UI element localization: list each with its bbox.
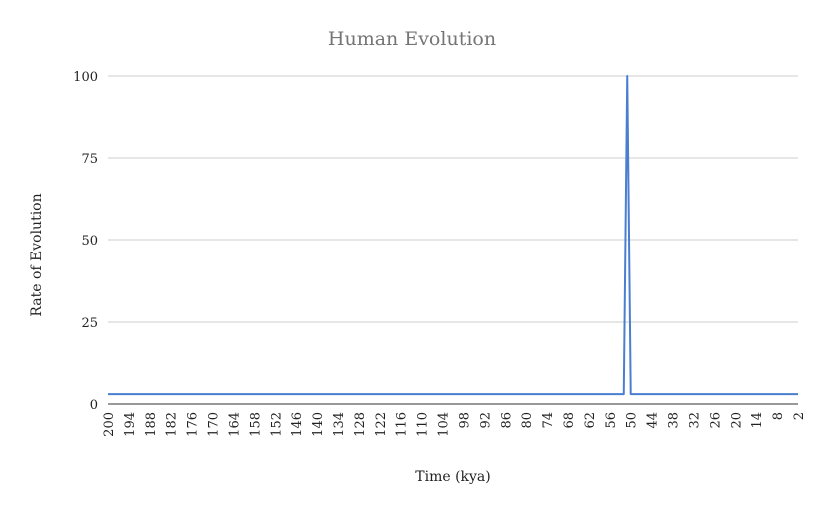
y-tick-label: 0: [90, 398, 98, 413]
x-tick-label: 92: [478, 412, 493, 429]
x-tick-label: 176: [186, 412, 201, 437]
x-tick-label: 74: [541, 412, 556, 429]
x-tick-label: 200: [102, 412, 117, 437]
gridlines: [108, 75, 798, 405]
x-tick-label: 68: [562, 412, 577, 429]
x-tick-label: 116: [395, 412, 410, 437]
x-tick-label: 26: [708, 412, 723, 429]
x-tick-label: 50: [625, 412, 640, 429]
x-tick-label: 146: [290, 412, 305, 437]
x-axis-ticks: 200 194 188 182 176 170 164 158 152 146 140 134 128 1…: [102, 412, 807, 437]
x-tick-label: 56: [604, 412, 619, 429]
y-axis-title: Rate of Evolution: [29, 193, 45, 316]
series-layer: [108, 75, 798, 396]
x-tick-label: 158: [248, 412, 263, 437]
y-tick-label: 50: [81, 234, 98, 249]
x-tick-label: 170: [207, 412, 222, 437]
x-tick-label: 86: [499, 412, 514, 429]
series-line: [108, 75, 798, 396]
x-tick-label: 38: [667, 412, 682, 429]
x-tick-label: 110: [416, 412, 431, 437]
y-axis-ticks: 0 25 50 75 100: [73, 70, 98, 413]
x-tick-label: 2: [792, 412, 807, 420]
x-tick-label: 128: [353, 412, 368, 437]
x-tick-label: 122: [374, 412, 389, 437]
chart-title: Human Evolution: [328, 28, 496, 50]
x-tick-label: 44: [646, 412, 661, 429]
y-tick-label: 25: [81, 316, 98, 331]
x-tick-label: 104: [437, 412, 452, 437]
x-tick-label: 182: [165, 412, 180, 437]
x-tick-label: 8: [771, 412, 786, 420]
x-tick-label: 62: [583, 412, 598, 429]
y-tick-label: 100: [73, 70, 98, 85]
x-tick-label: 14: [750, 412, 765, 429]
x-tick-label: 32: [687, 412, 702, 429]
x-tick-label: 188: [144, 412, 159, 437]
x-tick-label: 98: [457, 412, 472, 429]
x-axis-title: Time (kya): [415, 469, 491, 485]
y-tick-label: 75: [81, 152, 98, 167]
x-tick-label: 164: [227, 412, 242, 437]
x-tick-label: 20: [729, 412, 744, 429]
x-tick-label: 194: [123, 412, 138, 437]
x-tick-label: 152: [269, 412, 284, 437]
x-tick-label: 80: [520, 412, 535, 429]
x-tick-label: 140: [311, 412, 326, 437]
x-tick-label: 134: [332, 412, 347, 437]
